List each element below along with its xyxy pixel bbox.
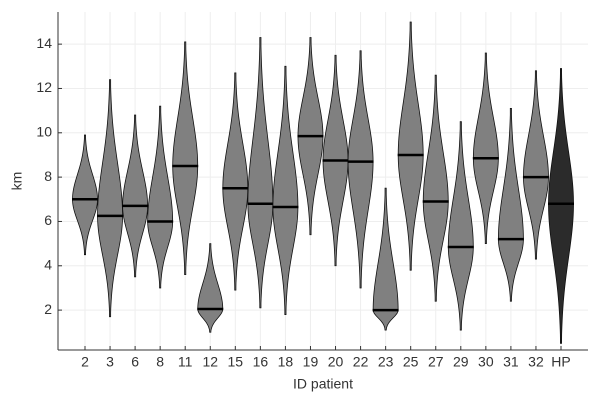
violin-body <box>172 41 199 276</box>
x-tick-label: 15 <box>228 354 244 370</box>
x-tick-label: 32 <box>528 354 544 370</box>
x-tick-label: 29 <box>453 354 469 370</box>
y-tick-label: 10 <box>36 123 52 139</box>
violin-body <box>472 52 499 245</box>
violin-body <box>548 68 574 344</box>
x-tick-label: 23 <box>378 354 394 370</box>
violin-body <box>272 65 299 315</box>
violin-body <box>97 79 123 318</box>
y-tick-label: 6 <box>44 212 52 228</box>
y-tick-label: 14 <box>36 35 52 51</box>
y-tick-label: 12 <box>36 79 52 95</box>
x-tick-label: 19 <box>303 354 319 370</box>
x-tick-label: 30 <box>478 354 494 370</box>
violin-body <box>247 37 274 309</box>
violin-body <box>72 134 98 256</box>
violin-body <box>197 243 224 333</box>
y-axis-label: km <box>9 172 25 191</box>
x-tick-label: 3 <box>106 354 114 370</box>
violin-body <box>372 187 399 331</box>
violin-body <box>222 72 249 291</box>
x-tick-label: 11 <box>178 354 193 370</box>
violin-body <box>498 108 524 302</box>
x-tick-label: 25 <box>403 354 419 370</box>
violin-body <box>122 114 149 278</box>
violin-body <box>447 121 474 331</box>
violin-body <box>347 50 374 289</box>
violin-body <box>397 21 424 271</box>
x-axis-label: ID patient <box>293 376 353 392</box>
x-tick-label: 12 <box>202 354 218 370</box>
y-tick-label: 2 <box>44 301 52 317</box>
x-tick-label: 8 <box>156 354 164 370</box>
violin-body <box>523 70 549 260</box>
x-tick-label: 6 <box>131 354 139 370</box>
violin-body <box>147 105 174 289</box>
x-tick-label: 27 <box>428 354 444 370</box>
x-tick-label: 2 <box>81 354 89 370</box>
y-tick-label: 4 <box>44 256 52 272</box>
x-tick-label: 31 <box>503 354 519 370</box>
x-tick-label: 16 <box>253 354 269 370</box>
x-tick-label: 18 <box>278 354 294 370</box>
x-tick-label: HP <box>551 354 570 370</box>
violin-body <box>422 74 449 302</box>
x-tick-label: 22 <box>353 354 369 370</box>
y-tick-label: 8 <box>44 168 52 184</box>
x-tick-label: 20 <box>328 354 344 370</box>
